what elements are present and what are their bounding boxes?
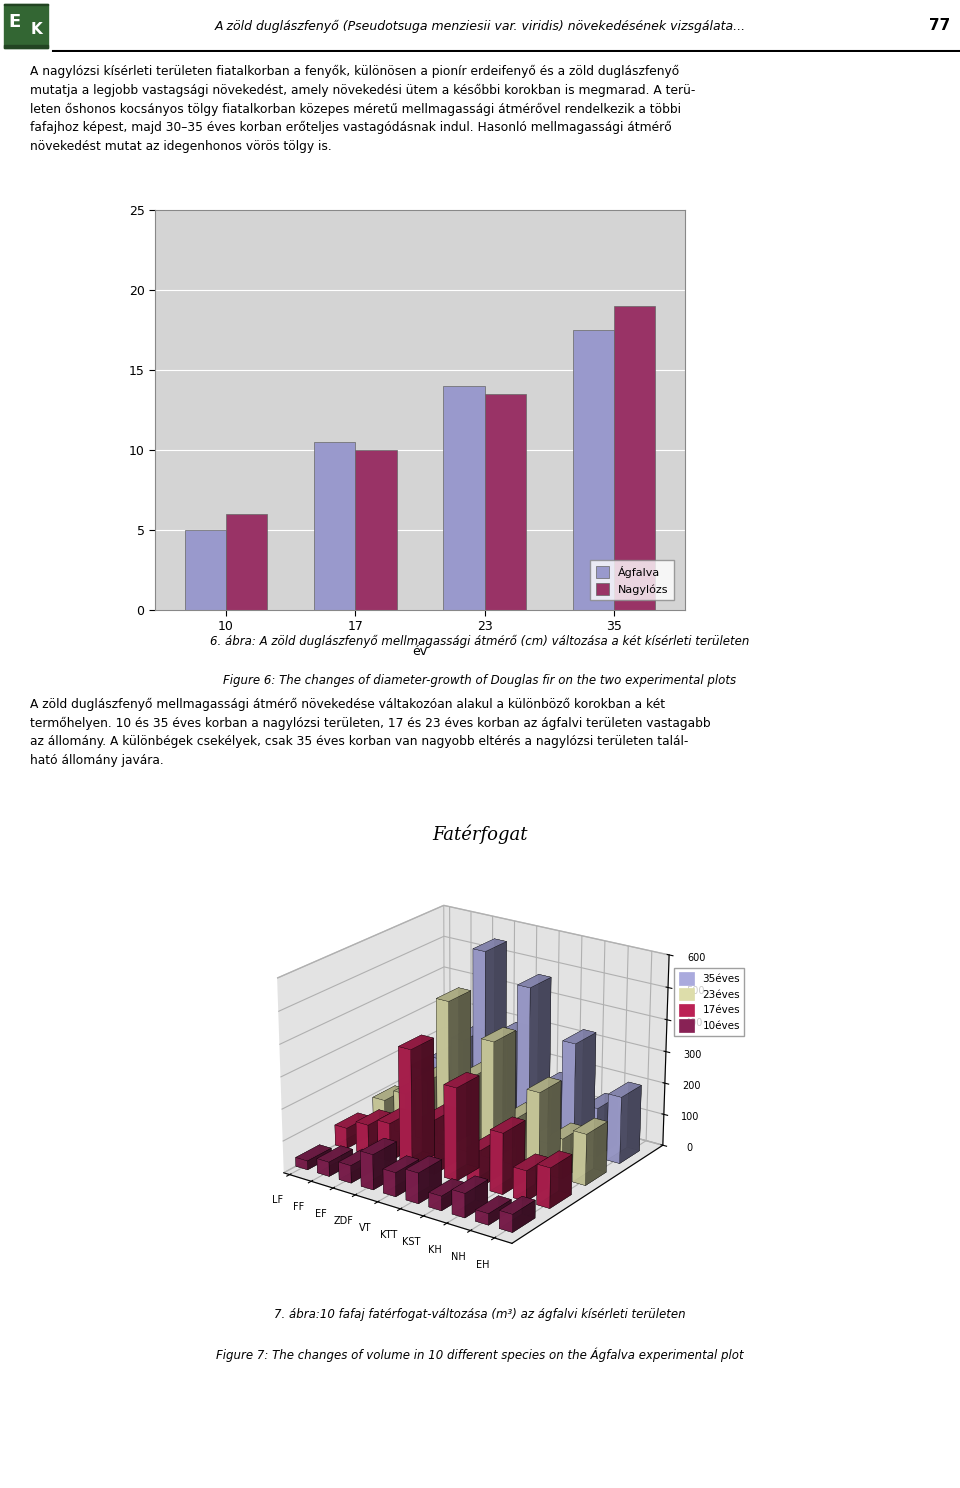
Text: Fatérfogat: Fatérfogat [432, 824, 528, 844]
Bar [4, 4, 48, 48]
Text: 77: 77 [928, 18, 950, 34]
Bar [227, 513, 268, 610]
Bar [485, 394, 526, 610]
Bar [314, 442, 355, 610]
X-axis label: év: év [413, 644, 427, 658]
Text: A zöld duglászfenyő mellmagassági átmérő növekedése váltakozóan alakul a különbö: A zöld duglászfenyő mellmagassági átmérő… [30, 698, 710, 766]
Bar [355, 449, 396, 610]
Text: A zöld duglászfenyő (Pseudotsuga menziesii var. viridis) növekedésének vizsgálat: A zöld duglászfenyő (Pseudotsuga menzies… [214, 19, 746, 33]
Legend: Ágfalva, Nagylózs: Ágfalva, Nagylózs [590, 561, 674, 601]
Bar [572, 330, 613, 610]
Text: E: E [8, 13, 20, 31]
Text: 7. ábra:10 fafaj fatérfogat-változása (m³) az ágfalvi kísérleti területen: 7. ábra:10 fafaj fatérfogat-változása (m… [275, 1308, 685, 1321]
Bar [184, 530, 227, 610]
Text: Figure 7: The changes of volume in 10 different species on the Ágfalva experimen: Figure 7: The changes of volume in 10 di… [216, 1347, 744, 1362]
Text: A nagylózsi kísérleti területen fiatalkorban a fenyők, különösen a pionír erdeif: A nagylózsi kísérleti területen fiatalko… [30, 65, 695, 153]
Bar [4, 45, 48, 48]
Legend: 35éves, 23éves, 17éves, 10éves: 35éves, 23éves, 17éves, 10éves [674, 967, 744, 1036]
Bar [613, 307, 656, 610]
Text: K: K [30, 22, 42, 37]
Text: Figure 6: The changes of diameter-growth of Douglas fir on the two experimental : Figure 6: The changes of diameter-growth… [224, 674, 736, 687]
Text: 6. ábra: A zöld duglászfenyő mellmagassági átmérő (cm) változása a két kísérleti: 6. ábra: A zöld duglászfenyő mellmagassá… [210, 635, 750, 649]
Bar [444, 385, 485, 610]
